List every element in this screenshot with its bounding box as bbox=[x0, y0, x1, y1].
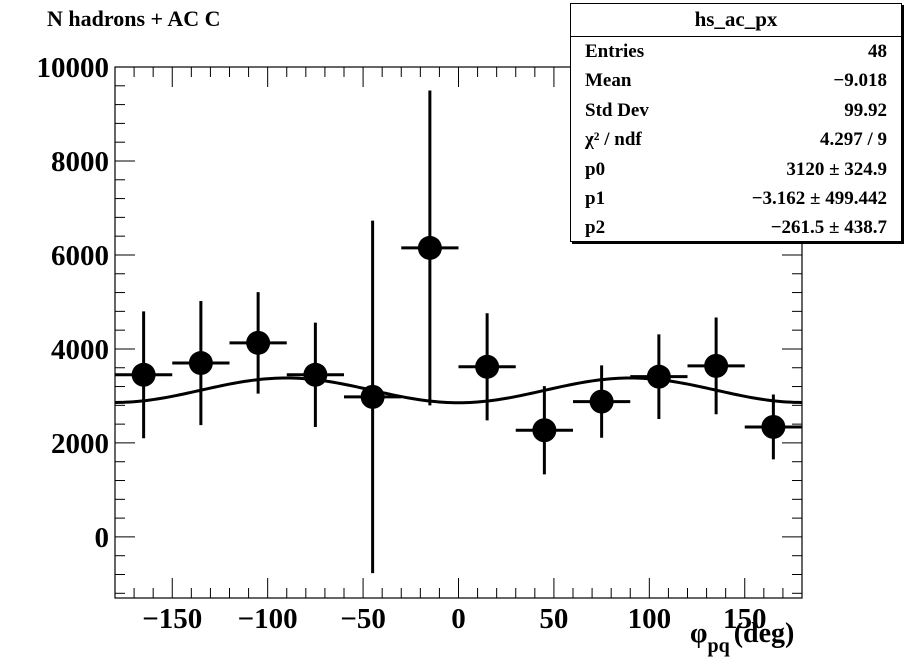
stats-key: Mean bbox=[585, 70, 632, 92]
data-point bbox=[229, 292, 287, 394]
y-tick-label: 4000 bbox=[51, 334, 109, 366]
data-point bbox=[344, 220, 402, 574]
stats-row-p2: p2 −261.5 ± 438.7 bbox=[571, 213, 901, 242]
stats-row-p1: p1 −3.162 ± 499.442 bbox=[571, 184, 901, 213]
y-tick-label: 2000 bbox=[51, 428, 109, 460]
stats-value: −261.5 ± 438.7 bbox=[770, 217, 887, 239]
marker bbox=[704, 353, 729, 378]
x-tick-label: 0 bbox=[451, 603, 466, 635]
stats-row-chi2-ndf: χ² / ndf 4.297 / 9 bbox=[571, 125, 901, 154]
x-tick-label: 100 bbox=[628, 603, 672, 635]
marker bbox=[646, 364, 671, 389]
stats-value: 48 bbox=[868, 41, 887, 62]
data-point bbox=[458, 313, 516, 421]
y-tick-label: 0 bbox=[95, 522, 110, 554]
marker bbox=[360, 384, 385, 409]
marker bbox=[761, 414, 786, 439]
stats-histogram-name: hs_ac_px bbox=[571, 4, 901, 37]
y-tick-label: 8000 bbox=[51, 146, 109, 178]
stats-value: 99.92 bbox=[844, 99, 887, 121]
stats-key: χ² / ndf bbox=[585, 129, 642, 151]
stats-value: 4.297 / 9 bbox=[819, 129, 887, 151]
marker bbox=[532, 418, 557, 443]
marker bbox=[303, 362, 328, 387]
data-point bbox=[744, 394, 802, 460]
stats-row-p0: p0 3120 ± 324.9 bbox=[571, 155, 901, 184]
data-point bbox=[401, 90, 459, 406]
stats-key: p0 bbox=[585, 158, 606, 180]
x-axis-title-symbol: φ bbox=[690, 618, 707, 649]
marker bbox=[188, 351, 213, 376]
x-axis-title-subscript: pq bbox=[707, 635, 729, 657]
x-tick-label: 50 bbox=[539, 603, 568, 635]
chart-title: N hadrons + AC C bbox=[47, 6, 221, 31]
x-tick-label: −50 bbox=[340, 603, 386, 635]
stats-key: Entries bbox=[585, 41, 645, 62]
x-tick-label: −100 bbox=[238, 603, 298, 635]
stats-value: 3120 ± 324.9 bbox=[786, 158, 887, 180]
x-axis-title: φpq (deg) bbox=[690, 618, 794, 657]
data-point bbox=[687, 317, 745, 415]
stats-row-mean: Mean −9.018 bbox=[571, 66, 901, 95]
x-axis-title-unit: (deg) bbox=[734, 618, 795, 649]
marker bbox=[475, 354, 500, 379]
fit-curve bbox=[115, 376, 802, 405]
stats-value: −9.018 bbox=[833, 70, 887, 92]
data-point bbox=[286, 322, 344, 427]
marker bbox=[417, 235, 442, 260]
x-tick-label: 150 bbox=[723, 603, 767, 635]
data-point bbox=[515, 386, 573, 475]
stats-value: −3.162 ± 499.442 bbox=[751, 187, 887, 209]
marker bbox=[589, 389, 614, 414]
marker bbox=[246, 330, 271, 355]
data-point bbox=[573, 365, 631, 438]
stats-row-std-dev: Std Dev 99.92 bbox=[571, 96, 901, 125]
data-point bbox=[630, 334, 688, 419]
stats-box: hs_ac_px Entries 48 Mean −9.018 Std Dev … bbox=[570, 3, 902, 242]
x-tick-label: −150 bbox=[142, 603, 202, 635]
stats-key: p1 bbox=[585, 187, 606, 209]
marker bbox=[131, 362, 156, 387]
stats-row-entries: Entries 48 bbox=[571, 37, 901, 66]
data-point bbox=[115, 311, 173, 439]
y-tick-label: 6000 bbox=[51, 240, 109, 272]
stats-key: Std Dev bbox=[585, 99, 649, 121]
data-point bbox=[172, 301, 230, 426]
y-tick-label: 10000 bbox=[37, 52, 110, 84]
stats-key: p2 bbox=[585, 217, 606, 239]
